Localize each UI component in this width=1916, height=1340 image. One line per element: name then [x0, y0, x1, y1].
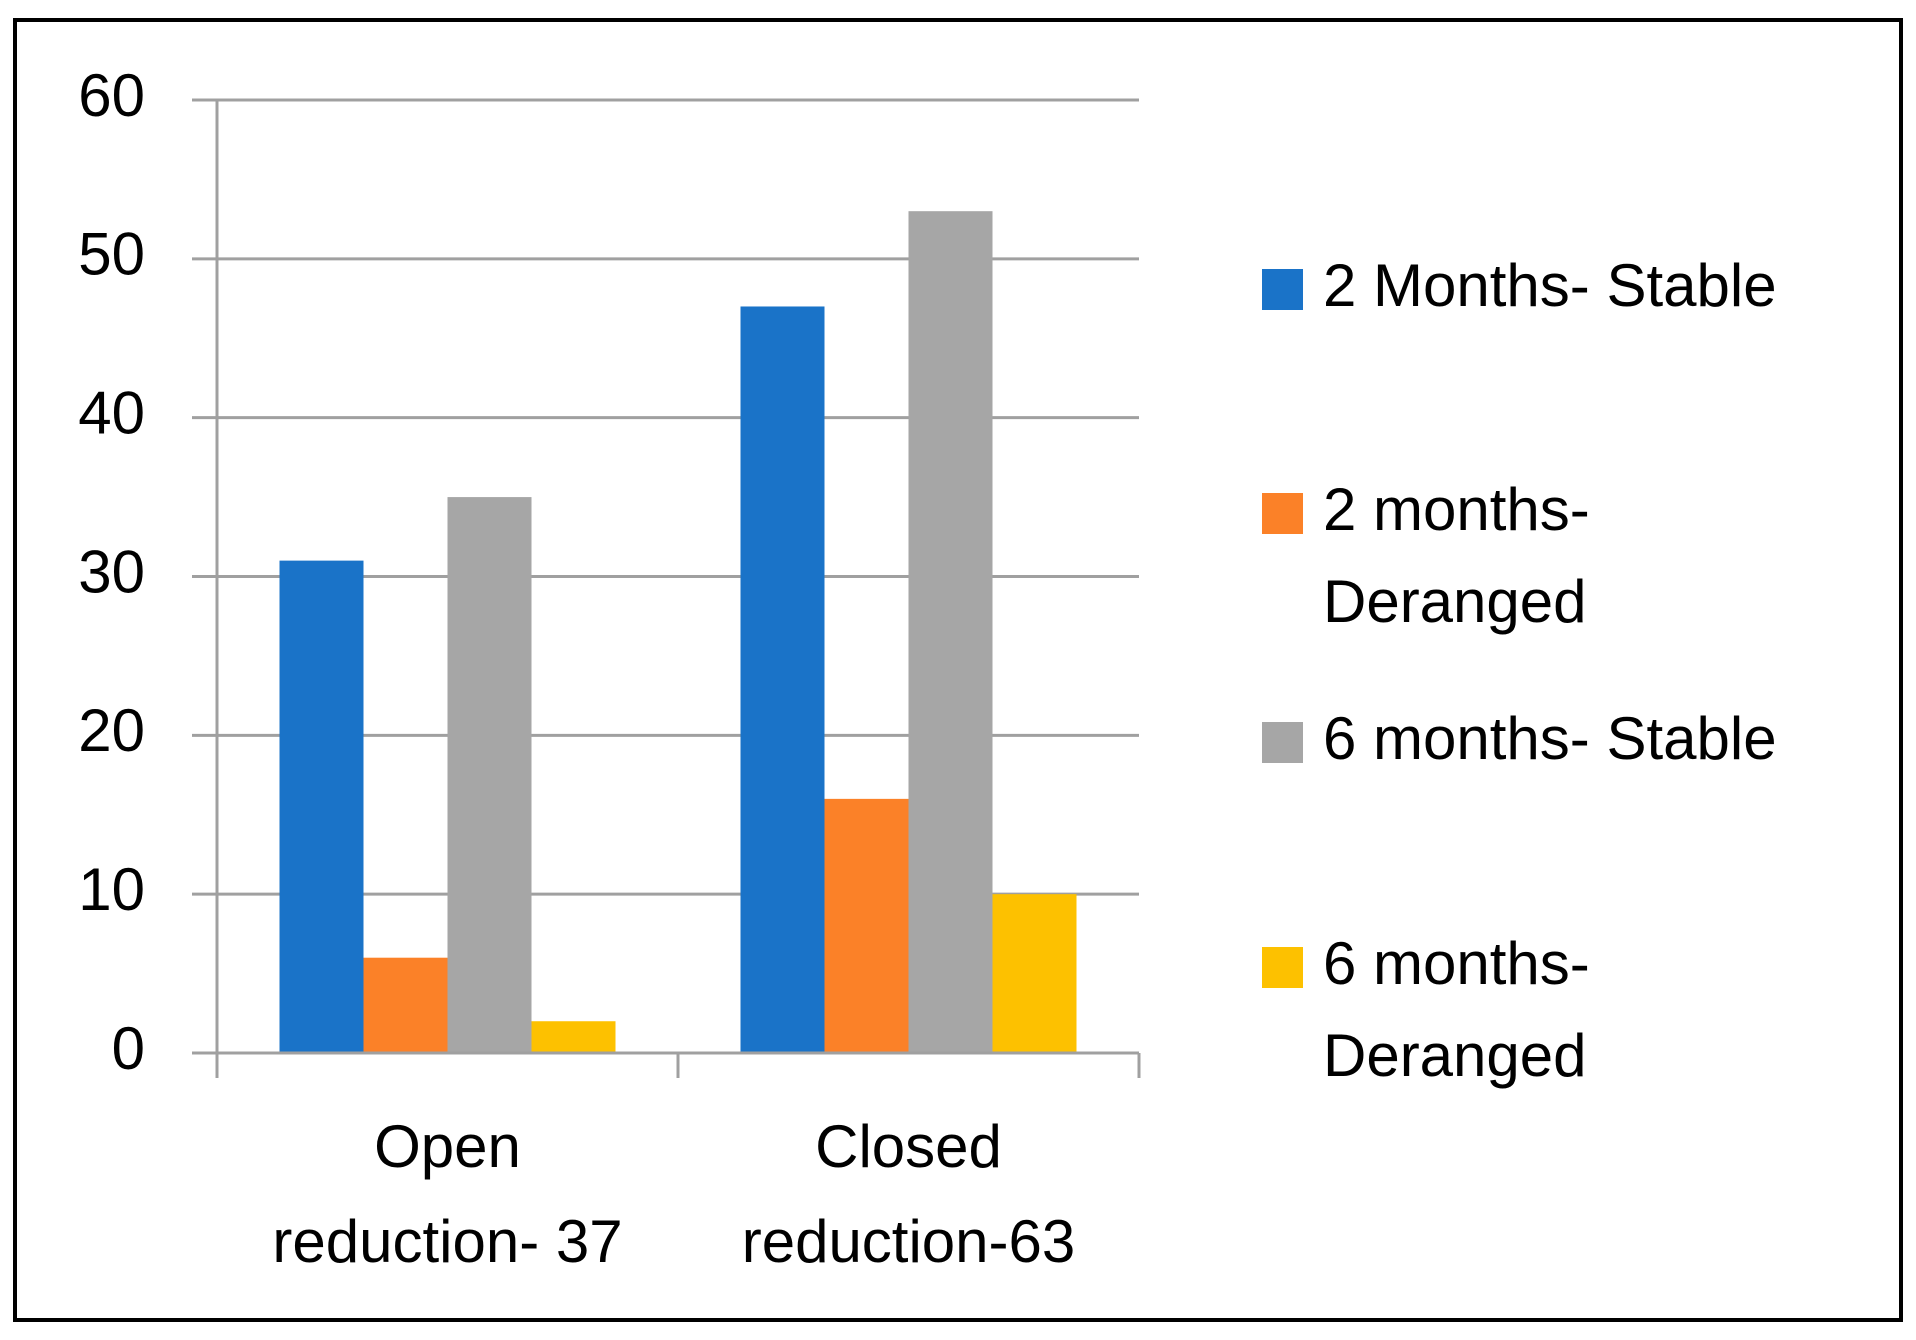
bar: [908, 211, 993, 1053]
legend-label: 6 months-Deranged: [1323, 930, 1590, 1089]
bar: [740, 306, 825, 1053]
bar: [531, 1021, 616, 1053]
chart-border: [13, 18, 1903, 1322]
x-tick-label: Closed reduction-63: [742, 1113, 1076, 1275]
legend-swatch: [1262, 269, 1303, 310]
bar: [992, 894, 1077, 1053]
bar: [824, 798, 909, 1053]
x-tick-label: Open reduction- 37: [272, 1113, 622, 1275]
bar: [363, 957, 448, 1053]
y-tick-label: 30: [78, 538, 145, 605]
y-tick-label: 60: [78, 62, 145, 129]
bar: [447, 497, 532, 1053]
legend-label: 2 months-Deranged: [1323, 476, 1590, 635]
legend-swatch: [1262, 722, 1303, 763]
y-tick-label: 0: [112, 1015, 145, 1082]
y-tick-label: 40: [78, 380, 145, 447]
legend-label: 6 months- Stable: [1323, 705, 1777, 772]
y-tick-label: 50: [78, 221, 145, 288]
legend-swatch: [1262, 947, 1303, 988]
bar: [279, 560, 364, 1053]
y-tick-label: 20: [78, 697, 145, 764]
legend-label: 2 Months- Stable: [1323, 252, 1777, 319]
legend-swatch: [1262, 493, 1303, 534]
y-tick-label: 10: [78, 856, 145, 923]
